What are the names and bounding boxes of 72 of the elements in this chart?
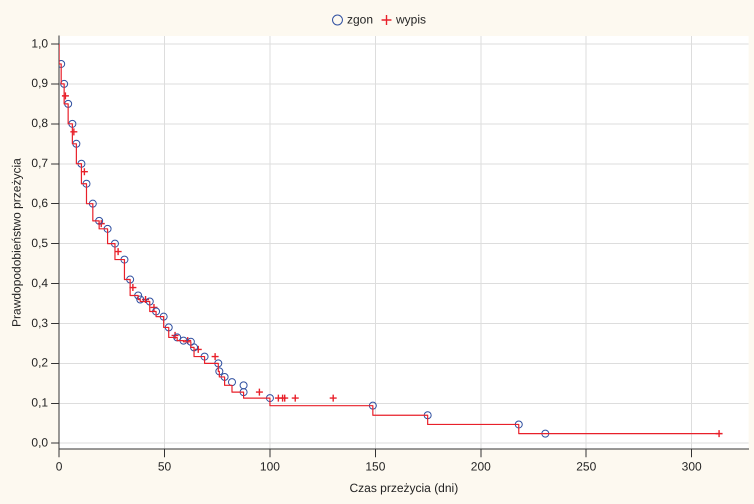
y-tick-label: 0,2 bbox=[31, 356, 48, 370]
point bbox=[368, 402, 377, 410]
point bbox=[152, 307, 160, 316]
point bbox=[68, 120, 76, 128]
point bbox=[136, 295, 144, 304]
point bbox=[714, 429, 724, 438]
point bbox=[146, 297, 154, 306]
point bbox=[60, 80, 68, 88]
y-tick-label: 0,1 bbox=[31, 396, 48, 410]
point bbox=[194, 345, 202, 354]
point bbox=[104, 224, 112, 233]
point bbox=[64, 100, 72, 108]
y-tick-label: 0,0 bbox=[31, 436, 48, 450]
point bbox=[110, 240, 119, 248]
point bbox=[61, 92, 70, 100]
point bbox=[220, 372, 229, 381]
y-tick-label: 1,0 bbox=[31, 36, 48, 50]
point bbox=[200, 352, 209, 361]
point bbox=[77, 160, 86, 168]
point bbox=[141, 295, 150, 304]
x-axis-title: Czas przeżycia (dni) bbox=[349, 481, 458, 496]
y-tick-label: 0,4 bbox=[31, 276, 48, 290]
x-tick-label: 0 bbox=[56, 460, 63, 474]
point bbox=[280, 394, 289, 402]
point bbox=[266, 394, 274, 402]
point bbox=[291, 394, 300, 402]
point bbox=[215, 367, 224, 376]
point bbox=[186, 338, 195, 346]
y-tick-label: 0,6 bbox=[31, 196, 48, 210]
point bbox=[128, 283, 138, 292]
x-tick-label: 300 bbox=[682, 460, 702, 474]
x-tick-label: 50 bbox=[158, 460, 172, 474]
y-tick-label: 0,7 bbox=[31, 156, 48, 170]
point bbox=[184, 336, 192, 345]
point bbox=[255, 388, 264, 396]
y-tick-label: 0,3 bbox=[31, 316, 48, 330]
y-tick-label: 0,8 bbox=[31, 116, 48, 130]
point bbox=[88, 200, 97, 208]
point bbox=[190, 343, 198, 352]
point bbox=[179, 336, 188, 345]
point bbox=[160, 312, 168, 321]
point bbox=[150, 303, 158, 312]
point bbox=[424, 411, 432, 420]
point bbox=[173, 333, 182, 342]
point bbox=[541, 430, 550, 438]
x-tick-label: 100 bbox=[260, 460, 280, 474]
point bbox=[95, 216, 104, 225]
point bbox=[80, 168, 89, 176]
point bbox=[240, 381, 248, 390]
y-tick-label: 0,5 bbox=[31, 236, 48, 250]
point bbox=[134, 292, 142, 300]
x-tick-label: 200 bbox=[470, 460, 492, 474]
point bbox=[126, 276, 134, 284]
point bbox=[72, 140, 80, 148]
point bbox=[70, 128, 78, 136]
point bbox=[164, 323, 173, 332]
point bbox=[210, 352, 220, 361]
point bbox=[228, 378, 236, 386]
point bbox=[120, 256, 128, 264]
point bbox=[240, 388, 248, 396]
y-axis-title: Prawdopodobieństwo przeżycia bbox=[10, 158, 24, 327]
point bbox=[82, 180, 90, 188]
x-tick-label: 150 bbox=[365, 460, 386, 474]
y-tick-label: 0,9 bbox=[31, 76, 48, 90]
legend-label: wypis bbox=[395, 12, 426, 26]
point bbox=[170, 331, 180, 340]
x-tick-label: 250 bbox=[576, 460, 597, 474]
point bbox=[214, 359, 222, 368]
legend-label: zgon bbox=[346, 12, 374, 26]
point bbox=[329, 394, 338, 402]
point bbox=[97, 219, 106, 228]
point bbox=[514, 420, 523, 428]
